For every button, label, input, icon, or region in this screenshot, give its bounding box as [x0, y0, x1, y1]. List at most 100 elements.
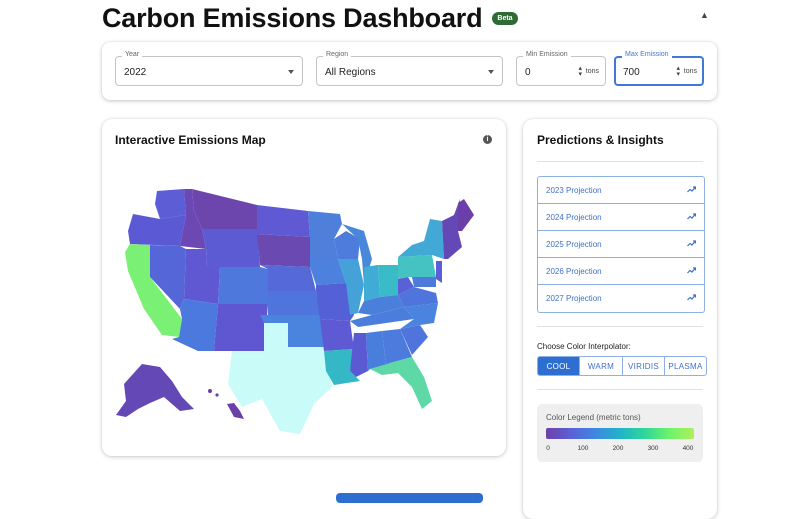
- chevron-down-icon: [488, 70, 494, 74]
- state-pennsylvania[interactable]: [398, 255, 436, 279]
- map-card: Interactive Emissions Map i: [102, 119, 506, 456]
- state-arizona[interactable]: [172, 299, 218, 351]
- projection-list: 2023 Projection 2024 Projection 2025 Proje…: [537, 176, 705, 313]
- min-emission-value: 0: [525, 67, 531, 78]
- insights-card: Predictions & Insights 2023 Projection 20…: [523, 119, 717, 519]
- projection-label: 2026 Projection: [546, 267, 602, 276]
- interpolator-viridis-button[interactable]: VIRIDIS: [623, 357, 665, 375]
- legend-tick-label: 200: [612, 445, 624, 452]
- state-virginia[interactable]: [398, 287, 438, 307]
- interpolator-label: Choose Color Interpolator:: [537, 342, 631, 351]
- state-alabama[interactable]: [366, 331, 386, 371]
- state-arkansas[interactable]: [320, 319, 354, 351]
- us-choropleth-map[interactable]: [102, 119, 506, 456]
- state-minnesota[interactable]: [308, 211, 342, 259]
- legend-gradient-bar: [546, 428, 694, 439]
- legend-tick-label: 400: [682, 445, 694, 452]
- stepper-icon[interactable]: ▴ ▾: [676, 65, 680, 78]
- state-south-carolina[interactable]: [400, 325, 428, 355]
- year-select[interactable]: Year 2022: [115, 51, 303, 86]
- state-alaska[interactable]: [116, 364, 194, 417]
- interpolator-warm-button[interactable]: WARM: [580, 357, 623, 375]
- state-maine[interactable]: [458, 199, 474, 231]
- year-value: 2022: [124, 67, 147, 78]
- state-south-dakota[interactable]: [257, 234, 310, 267]
- state-new-england[interactable]: [442, 199, 462, 259]
- state-tennessee[interactable]: [350, 307, 414, 327]
- state-louisiana[interactable]: [324, 349, 360, 385]
- state-ohio[interactable]: [378, 265, 398, 297]
- state-iowa[interactable]: [310, 259, 346, 285]
- legend-tick-label: 100: [577, 445, 589, 452]
- state-nevada[interactable]: [150, 245, 186, 309]
- max-emission-input[interactable]: Max Emission 700 ▴ ▾ tons: [614, 51, 704, 86]
- max-emission-value: 700: [623, 67, 640, 78]
- state-mississippi[interactable]: [350, 333, 368, 377]
- state-new-mexico[interactable]: [214, 304, 268, 351]
- projection-label: 2025 Projection: [546, 240, 602, 249]
- page-title: Carbon Emissions Dashboard: [102, 2, 483, 33]
- state-wyoming[interactable]: [202, 229, 260, 267]
- min-emission-label: Min Emission: [523, 51, 571, 58]
- beta-badge: Beta: [492, 11, 518, 25]
- interpolator-plasma-button[interactable]: PLASMA: [668, 361, 703, 371]
- state-florida[interactable]: [370, 357, 432, 409]
- state-georgia[interactable]: [382, 329, 412, 365]
- region-select[interactable]: Region All Regions: [316, 51, 503, 86]
- filter-panel: Year 2022 Region All Regions Min Emissio…: [102, 42, 717, 100]
- trending-up-icon: [687, 186, 696, 193]
- state-wisconsin[interactable]: [334, 231, 360, 259]
- map-title: Interactive Emissions Map: [115, 133, 266, 147]
- max-emission-unit: tons: [683, 68, 697, 75]
- state-kentucky[interactable]: [358, 295, 404, 315]
- state-colorado[interactable]: [218, 267, 268, 304]
- state-west-virginia[interactable]: [398, 277, 414, 295]
- region-value: All Regions: [325, 67, 376, 78]
- year-label: Year: [122, 51, 143, 58]
- max-emission-label: Max Emission: [622, 51, 672, 58]
- state-montana[interactable]: [192, 189, 257, 229]
- projection-item[interactable]: 2026 Projection: [538, 258, 704, 285]
- state-indiana[interactable]: [364, 265, 380, 301]
- state-illinois[interactable]: [338, 259, 364, 315]
- state-california[interactable]: [125, 244, 182, 337]
- chevron-down-icon: [288, 70, 294, 74]
- state-north-dakota[interactable]: [257, 205, 310, 237]
- header: Carbon Emissions Dashboard Beta: [102, 0, 518, 36]
- trending-up-icon: [687, 240, 696, 247]
- insights-title: Predictions & Insights: [537, 133, 664, 147]
- state-hawaii-islands[interactable]: [208, 389, 212, 393]
- state-oregon[interactable]: [128, 214, 186, 246]
- legend-title: Color Legend (metric tons): [546, 413, 641, 422]
- legend-tick-label: 300: [647, 445, 659, 452]
- state-north-carolina[interactable]: [400, 303, 438, 329]
- projection-item[interactable]: 2025 Projection: [538, 231, 704, 258]
- state-new-york[interactable]: [398, 219, 444, 259]
- state-hawaii[interactable]: [227, 403, 244, 419]
- state-maryland[interactable]: [412, 277, 436, 287]
- legend-tick-label: 0: [546, 445, 550, 452]
- projection-item[interactable]: 2023 Projection: [538, 177, 704, 204]
- projection-item[interactable]: 2024 Projection: [538, 204, 704, 231]
- state-new-jersey[interactable]: [436, 261, 442, 283]
- trending-up-icon: [687, 213, 696, 220]
- projection-label: 2027 Projection: [546, 294, 602, 303]
- state-texas[interactable]: [228, 323, 332, 434]
- state-hawaii-islands[interactable]: [215, 393, 219, 397]
- min-emission-input[interactable]: Min Emission 0 ▴ ▾ tons: [516, 51, 606, 86]
- min-emission-unit: tons: [585, 68, 599, 75]
- state-idaho[interactable]: [180, 189, 206, 249]
- state-utah[interactable]: [184, 249, 220, 304]
- bottom-action-button[interactable]: [336, 493, 483, 503]
- stepper-icon[interactable]: ▴ ▾: [578, 65, 582, 78]
- trending-up-icon: [687, 267, 696, 274]
- state-nebraska[interactable]: [260, 265, 316, 291]
- interpolator-cool-button[interactable]: COOL: [538, 357, 580, 375]
- state-washington[interactable]: [155, 189, 186, 219]
- chevron-up-icon[interactable]: ▲: [700, 10, 709, 20]
- divider: [537, 161, 703, 162]
- info-icon[interactable]: i: [483, 135, 492, 144]
- projection-item[interactable]: 2027 Projection: [538, 285, 704, 312]
- state-kansas[interactable]: [268, 291, 320, 315]
- state-missouri[interactable]: [316, 283, 354, 321]
